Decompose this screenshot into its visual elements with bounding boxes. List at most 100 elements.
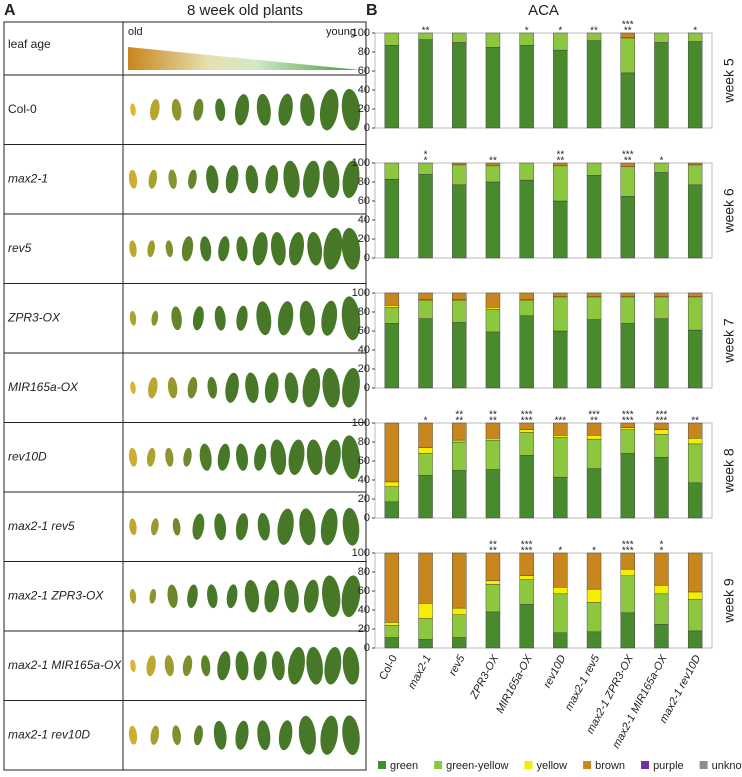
leaf	[271, 651, 285, 681]
bar-segment	[418, 618, 433, 640]
y-tick-label: 40	[358, 344, 370, 356]
leaf	[147, 240, 155, 258]
leaf	[324, 439, 341, 475]
bar-segment	[553, 435, 568, 438]
bar-segment	[586, 468, 602, 519]
bar-segment	[620, 162, 635, 167]
bar-segment	[654, 162, 669, 173]
leaf	[306, 439, 323, 476]
leaf	[257, 512, 270, 541]
y-tick-label: 60	[358, 585, 370, 597]
leaf	[129, 310, 137, 326]
bar-segment	[553, 200, 568, 259]
bar-segment	[687, 443, 703, 484]
bar-segment	[553, 330, 568, 389]
bar-segment	[384, 637, 400, 649]
leaf	[324, 646, 342, 685]
bar-segment	[485, 331, 501, 389]
bar-segment	[485, 439, 501, 470]
leaf	[225, 165, 239, 194]
leaf	[148, 169, 158, 189]
significance: **	[489, 410, 497, 421]
legend-swatch	[434, 761, 443, 769]
bar-segment	[620, 575, 635, 614]
leaf	[164, 655, 174, 677]
y-tick-label: 40	[358, 604, 370, 616]
panel-label: A	[4, 2, 16, 19]
leaf	[284, 372, 299, 404]
y-tick-label: 40	[358, 474, 370, 486]
bar-segment	[586, 588, 602, 603]
significance: **	[556, 156, 564, 167]
bar-segment	[452, 162, 467, 166]
leaf	[172, 725, 181, 746]
bar-segment	[452, 552, 467, 609]
leaf	[181, 236, 194, 262]
bar-segment	[586, 162, 602, 176]
significance: ***	[656, 410, 668, 421]
bar-segment	[586, 438, 602, 469]
bar-segment	[452, 607, 467, 615]
significance: *	[558, 26, 562, 37]
bar-segment	[654, 32, 669, 43]
y-tick-label: 100	[352, 417, 370, 429]
leaf	[288, 232, 305, 266]
leaf	[300, 93, 315, 127]
bar-segment	[654, 297, 669, 319]
bar-segment	[654, 624, 669, 649]
bar-segment	[553, 587, 568, 595]
leaf	[234, 94, 250, 126]
significance: **	[422, 26, 430, 37]
bar-segment	[553, 422, 568, 436]
y-tick-label: 100	[352, 287, 370, 299]
y-tick-label: 60	[358, 65, 370, 77]
bar-segment	[485, 438, 501, 441]
leaf	[213, 720, 227, 750]
leaf	[168, 169, 177, 189]
bar-segment	[418, 475, 433, 519]
chart-title: ACA	[528, 2, 559, 19]
leaf	[254, 443, 267, 471]
genotype-label: MIR165a-OX	[8, 380, 79, 394]
leaf	[236, 305, 248, 331]
leaf	[165, 447, 174, 467]
leaf	[320, 508, 338, 546]
leaf	[341, 227, 361, 270]
bar-segment	[620, 323, 635, 389]
bar-segment	[485, 611, 501, 649]
leaf	[253, 651, 267, 681]
genotype-label: rev5	[8, 241, 32, 255]
leaf	[129, 518, 137, 536]
leaf	[199, 443, 212, 471]
bar-segment	[418, 639, 433, 649]
bar-segment	[586, 292, 602, 297]
leaf	[187, 377, 198, 399]
leaf	[284, 579, 299, 613]
bar-segment	[687, 630, 703, 649]
leaf	[322, 367, 340, 408]
leaf	[245, 165, 259, 194]
y-tick-label: 80	[358, 436, 370, 448]
bar-segment	[452, 470, 467, 519]
bar-segment	[485, 165, 501, 183]
leaf	[235, 651, 249, 681]
bar-segment	[452, 292, 467, 300]
leaf	[252, 232, 268, 266]
x-tick-label: rev10D	[541, 653, 568, 690]
x-tick-label: ZPR3-OX	[468, 653, 502, 702]
y-tick-label: 100	[352, 27, 370, 39]
bar-segment	[654, 552, 669, 586]
bar-segment	[553, 476, 568, 519]
leaf	[341, 435, 361, 480]
x-tick-label: Col-0	[377, 653, 400, 682]
y-tick-label: 20	[358, 103, 370, 115]
y-tick-label: 0	[364, 642, 370, 654]
bar-segment	[452, 42, 467, 129]
bar-segment	[384, 45, 400, 129]
bar-segment	[620, 38, 635, 74]
legend-label: brown	[595, 760, 625, 772]
leaf	[226, 584, 238, 609]
leaf	[323, 227, 343, 270]
bar-segment	[654, 318, 669, 389]
